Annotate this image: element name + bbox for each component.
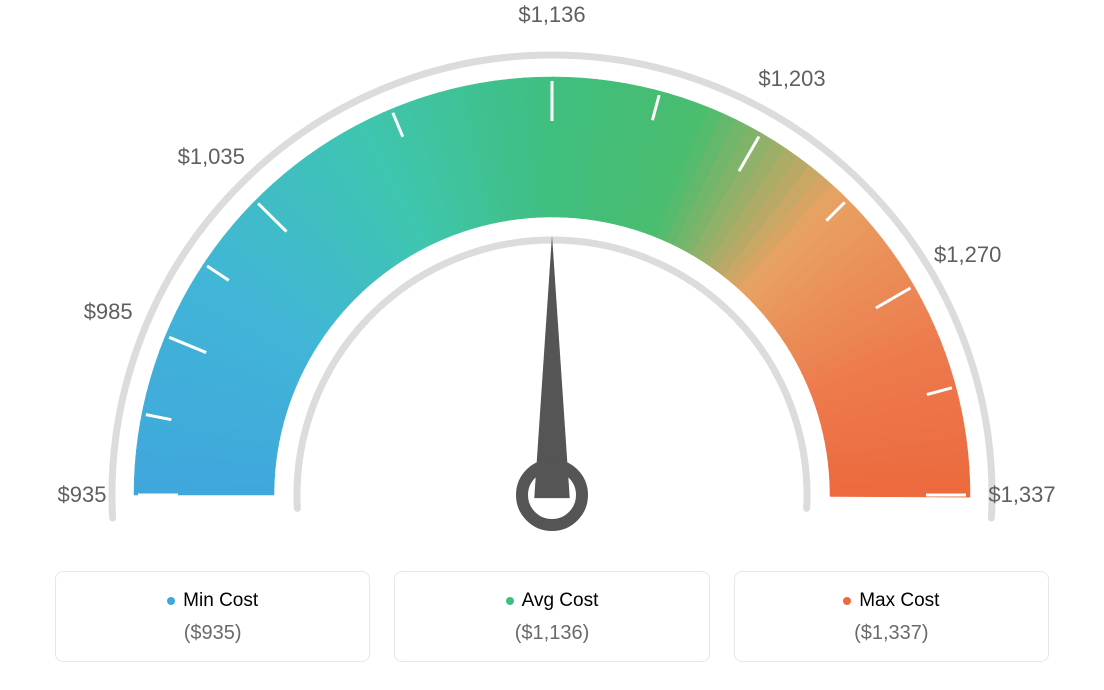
gauge-tick-label: $1,270 [934,242,1001,268]
legend-min-title: Min Cost [167,590,258,612]
gauge-tick-label: $1,136 [518,2,585,28]
legend-row: Min Cost ($935) Avg Cost ($1,136) Max Co… [55,571,1049,662]
legend-min-value: ($935) [56,622,369,645]
legend-min-card: Min Cost ($935) [55,571,370,662]
legend-max-value: ($1,337) [735,622,1048,645]
gauge-tick-label: $985 [84,299,133,325]
gauge-tick-label: $1,203 [758,66,825,92]
gauge-tick-label: $935 [58,482,107,508]
gauge-tick-label: $1,337 [988,482,1055,508]
legend-max-title: Max Cost [843,590,939,612]
legend-avg-title: Avg Cost [506,590,599,612]
cost-gauge-container: $935 $985 $1,035 $1,136 $1,203 $1,270 $1,337 M… [0,0,1104,690]
gauge-tick-label: $1,035 [178,144,245,170]
gauge-chart: $935 $985 $1,035 $1,136 $1,203 $1,270 $1,337 [0,0,1104,560]
legend-max-card: Max Cost ($1,337) [734,571,1049,662]
legend-avg-value: ($1,136) [395,622,708,645]
legend-avg-card: Avg Cost ($1,136) [394,571,709,662]
